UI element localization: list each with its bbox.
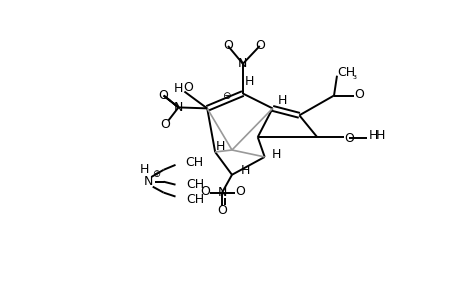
Text: N: N <box>174 101 183 114</box>
Text: H: H <box>375 129 385 142</box>
Text: H: H <box>174 82 183 95</box>
Text: N: N <box>238 57 247 70</box>
Text: O: O <box>183 81 193 94</box>
Text: CH: CH <box>185 156 203 170</box>
Text: O: O <box>235 185 244 198</box>
Text: CH: CH <box>336 66 354 79</box>
Text: H: H <box>215 140 224 152</box>
Text: H: H <box>245 75 254 88</box>
Text: H: H <box>271 148 280 161</box>
Text: O: O <box>158 89 168 102</box>
Text: H: H <box>241 164 250 177</box>
Text: N: N <box>217 186 226 199</box>
Text: ⊖: ⊖ <box>221 91 230 100</box>
Text: O: O <box>343 132 353 145</box>
Text: O: O <box>353 88 363 101</box>
Text: H: H <box>277 94 286 107</box>
Text: O: O <box>217 204 227 217</box>
Text: H: H <box>368 129 377 142</box>
Text: O: O <box>254 40 264 52</box>
Text: O: O <box>160 118 170 131</box>
Text: N: N <box>144 175 153 188</box>
Text: H: H <box>140 163 149 176</box>
Text: ₃: ₃ <box>352 71 356 81</box>
Text: O: O <box>200 185 210 198</box>
Text: ⊕: ⊕ <box>151 169 159 179</box>
Text: CH: CH <box>186 178 204 191</box>
Text: CH: CH <box>186 193 204 206</box>
Text: O: O <box>223 40 232 52</box>
